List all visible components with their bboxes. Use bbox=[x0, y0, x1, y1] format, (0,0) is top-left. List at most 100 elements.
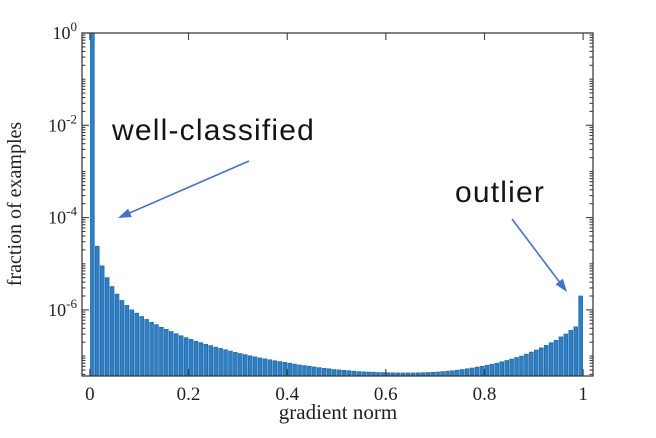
y-tick-label: 10-4 bbox=[48, 204, 77, 228]
histogram-bar bbox=[109, 286, 115, 376]
histogram-bar bbox=[282, 362, 287, 376]
histogram-bar bbox=[99, 265, 105, 376]
histogram-bar bbox=[119, 300, 125, 376]
histogram-bar bbox=[188, 339, 194, 376]
histogram-bar bbox=[563, 333, 569, 376]
histogram-bar bbox=[578, 295, 583, 376]
histogram-bar bbox=[400, 372, 406, 376]
histogram-bar bbox=[479, 365, 485, 376]
histogram-bar bbox=[534, 349, 539, 376]
histogram-bar bbox=[183, 337, 189, 376]
histogram-bar bbox=[543, 345, 549, 376]
histogram-bar bbox=[208, 345, 214, 376]
histogram-bar bbox=[287, 362, 292, 376]
histogram-bar bbox=[238, 353, 243, 376]
histogram-bar bbox=[529, 351, 534, 376]
histogram-bar bbox=[395, 372, 401, 376]
histogram-bar bbox=[243, 354, 248, 376]
histogram-bar bbox=[519, 355, 524, 376]
histogram-bar bbox=[129, 309, 135, 376]
histogram-bar bbox=[316, 367, 322, 376]
histogram-bar bbox=[233, 352, 238, 376]
histogram-bar bbox=[178, 335, 184, 376]
histogram-bar bbox=[312, 366, 317, 376]
histogram-bar bbox=[469, 367, 475, 376]
histogram-bar bbox=[553, 339, 559, 376]
histogram-bar bbox=[124, 305, 130, 376]
histogram-bar bbox=[257, 357, 263, 376]
x-tick-labels: 0 0.2 0.4 0.6 0.8 1 bbox=[85, 384, 588, 405]
histogram-bar bbox=[361, 371, 366, 376]
histogram-bar bbox=[149, 321, 154, 376]
histogram-bar bbox=[371, 371, 376, 376]
histogram-bar bbox=[415, 372, 421, 376]
histogram-bar bbox=[213, 346, 218, 376]
histogram-bar bbox=[193, 340, 199, 376]
histogram-bar bbox=[440, 371, 445, 376]
histogram-bar bbox=[302, 365, 307, 376]
histogram-bar bbox=[484, 364, 490, 376]
histogram-bar bbox=[297, 364, 302, 376]
histogram-bar bbox=[425, 372, 431, 376]
annotation-well-classified-arrow-icon bbox=[118, 160, 250, 218]
histogram-bar bbox=[514, 357, 519, 376]
histogram-bar bbox=[410, 372, 416, 376]
histogram-bar bbox=[573, 326, 579, 376]
y-tick-label: 10-2 bbox=[48, 111, 77, 135]
histogram-bar bbox=[568, 330, 574, 376]
histogram-bar bbox=[173, 333, 179, 376]
histogram-bar bbox=[262, 358, 268, 376]
histogram-bar bbox=[494, 362, 500, 376]
x-tick-label: 1 bbox=[578, 384, 588, 405]
histogram-bar bbox=[390, 372, 396, 376]
histogram-bar bbox=[267, 359, 273, 376]
x-tick-label: 0.2 bbox=[177, 384, 201, 405]
histogram-bar bbox=[218, 348, 223, 376]
x-axis-label: gradient norm bbox=[279, 400, 397, 424]
histogram-bar bbox=[538, 347, 544, 376]
histogram-bar bbox=[203, 343, 209, 376]
annotation-outlier: outlier bbox=[455, 176, 567, 292]
histogram-bar bbox=[228, 350, 233, 376]
histogram-bar bbox=[164, 328, 169, 376]
histogram-bar bbox=[460, 369, 465, 376]
histogram-bar bbox=[499, 361, 505, 376]
histogram-bar bbox=[356, 371, 361, 376]
histogram-bar bbox=[346, 370, 352, 376]
histogram-bar bbox=[252, 356, 258, 376]
histogram-bar bbox=[524, 353, 529, 376]
x-tick-label: 0.4 bbox=[275, 384, 299, 405]
histogram-bar bbox=[247, 355, 253, 376]
histogram-bar bbox=[321, 368, 327, 376]
histogram-bar bbox=[307, 365, 312, 376]
histogram-bar bbox=[104, 277, 110, 376]
histogram-bar bbox=[223, 349, 228, 376]
histogram-bar bbox=[504, 360, 509, 376]
histogram-bar bbox=[548, 342, 554, 376]
x-tick-label: 0.6 bbox=[374, 384, 398, 405]
histogram-bar bbox=[430, 371, 435, 376]
histogram-bar bbox=[336, 369, 342, 376]
histogram-bar bbox=[154, 324, 159, 376]
y-axis-label: fraction of examples bbox=[4, 122, 26, 287]
annotation-outlier-arrow-icon bbox=[511, 218, 567, 292]
histogram-bar bbox=[326, 368, 332, 376]
y-tick-label: 100 bbox=[53, 19, 78, 43]
histogram-bar bbox=[464, 368, 470, 376]
y-tick-label: 10-6 bbox=[48, 296, 77, 320]
histogram-bar bbox=[489, 363, 495, 376]
histogram-bar bbox=[420, 372, 426, 376]
histogram-bar bbox=[169, 331, 174, 376]
histogram-bar bbox=[159, 326, 164, 376]
histogram-bar bbox=[455, 369, 460, 376]
annotation-outlier-text: outlier bbox=[455, 176, 545, 209]
histogram-bar bbox=[134, 312, 140, 376]
histogram-bar bbox=[341, 370, 347, 376]
histogram-bar bbox=[450, 370, 455, 376]
histogram-bar bbox=[198, 342, 204, 376]
histogram-bar bbox=[139, 316, 144, 376]
histogram-bar bbox=[272, 360, 278, 376]
histogram-bar bbox=[474, 366, 480, 376]
